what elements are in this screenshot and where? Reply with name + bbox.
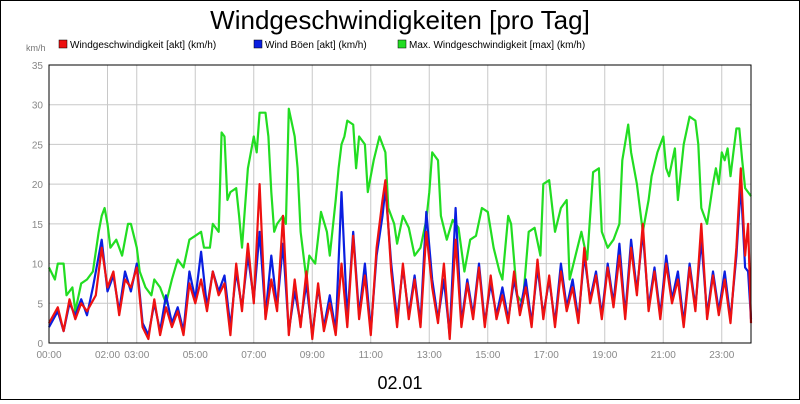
plot-border xyxy=(48,64,752,344)
x-tick-label: 05:00 xyxy=(183,350,208,361)
series-lines xyxy=(48,107,753,341)
y-tick-label: 35 xyxy=(32,61,44,72)
series-line-2 xyxy=(48,107,752,313)
x-tick-label: 00:00 xyxy=(36,350,61,361)
y-tick-label: 10 xyxy=(32,260,44,271)
x-axis-ticks: 00:00 02:00 03:00 05:00 07:00 09:00 11:00 13:00… xyxy=(36,350,734,361)
x-tick-label: 02:00 xyxy=(95,350,120,361)
y-axis-ticks: 0 5 10 15 20 25 30 35 xyxy=(32,61,44,350)
legend: Windgeschwindigkeit [akt] (km/h) Wind Böe… xyxy=(58,39,585,51)
y-axis-unit: km/h xyxy=(26,43,46,53)
legend-swatch xyxy=(397,39,407,49)
y-tick-label: 20 xyxy=(32,180,44,191)
y-tick-label: 25 xyxy=(32,140,44,151)
y-tick-label: 30 xyxy=(32,101,44,112)
legend-swatch xyxy=(253,39,263,49)
legend-swatch xyxy=(58,39,68,49)
x-tick-label: 23:00 xyxy=(709,350,734,361)
x-tick-label: 07:00 xyxy=(241,350,266,361)
x-tick-label: 03:00 xyxy=(124,350,149,361)
y-tick-label: 15 xyxy=(32,220,44,231)
legend-label: Max. Windgeschwindigkeit [max] (km/h) xyxy=(409,40,585,51)
legend-label: Wind Böen [akt] (km/h) xyxy=(265,40,367,51)
legend-label: Windgeschwindigkeit [akt] (km/h) xyxy=(70,40,216,51)
x-tick-label: 17:00 xyxy=(534,350,559,361)
y-tick-label: 0 xyxy=(37,339,43,350)
grid xyxy=(49,65,751,343)
x-tick-label: 11:00 xyxy=(359,350,384,361)
x-tick-label: 13:00 xyxy=(417,350,442,361)
x-tick-label: 09:00 xyxy=(300,350,325,361)
date-label: 02.01 xyxy=(377,373,422,393)
y-tick-label: 5 xyxy=(37,299,43,310)
x-tick-label: 21:00 xyxy=(651,350,676,361)
x-tick-label: 19:00 xyxy=(592,350,617,361)
chart-title: Windgeschwindigkeiten [pro Tag] xyxy=(210,5,590,35)
series-line-0 xyxy=(48,167,753,341)
x-tick-label: 15:00 xyxy=(475,350,500,361)
